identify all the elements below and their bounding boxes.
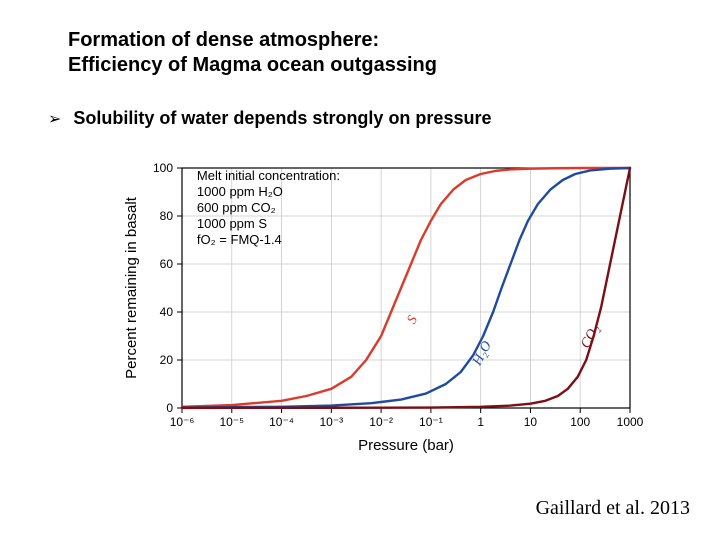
svg-text:100: 100 bbox=[570, 415, 590, 429]
svg-text:100: 100 bbox=[153, 161, 173, 175]
svg-text:10⁻⁴: 10⁻⁴ bbox=[269, 415, 294, 429]
svg-text:1000 ppm H₂O: 1000 ppm H₂O bbox=[197, 184, 283, 199]
svg-text:Melt initial concentration:: Melt initial concentration: bbox=[197, 168, 340, 183]
svg-text:10⁻³: 10⁻³ bbox=[319, 415, 343, 429]
svg-text:0: 0 bbox=[166, 401, 173, 415]
svg-text:fO₂ = FMQ-1.4: fO₂ = FMQ-1.4 bbox=[197, 232, 282, 247]
svg-text:10⁻⁶: 10⁻⁶ bbox=[170, 415, 195, 429]
svg-text:10⁻²: 10⁻² bbox=[369, 415, 393, 429]
bullet-glyph: ➢ bbox=[48, 109, 61, 129]
bullet-item: ➢ Solubility of water depends strongly o… bbox=[48, 108, 491, 129]
slide-title: Formation of dense atmosphere: Efficienc… bbox=[68, 28, 437, 78]
solubility-chart: 10⁻⁶ 10⁻⁵ 10⁻⁴ 10⁻³ 10⁻² 10⁻¹ 1 10 100 1000 0 20 40 6… bbox=[110, 150, 650, 470]
svg-text:Percent remaining in basalt: Percent remaining in basalt bbox=[123, 196, 140, 379]
svg-text:1000: 1000 bbox=[617, 415, 644, 429]
title-line-1: Formation of dense atmosphere: bbox=[68, 28, 437, 53]
svg-text:20: 20 bbox=[160, 353, 174, 367]
svg-text:1000 ppm S: 1000 ppm S bbox=[197, 216, 267, 231]
svg-text:80: 80 bbox=[160, 209, 174, 223]
svg-text:1: 1 bbox=[477, 415, 484, 429]
svg-text:10⁻¹: 10⁻¹ bbox=[419, 415, 443, 429]
citation: Gaillard et al. 2013 bbox=[536, 497, 690, 520]
svg-text:40: 40 bbox=[160, 305, 174, 319]
svg-text:Pressure (bar): Pressure (bar) bbox=[358, 437, 454, 454]
chart-svg: 10⁻⁶ 10⁻⁵ 10⁻⁴ 10⁻³ 10⁻² 10⁻¹ 1 10 100 1000 0 20 40 6… bbox=[110, 150, 650, 470]
svg-text:600 ppm CO₂: 600 ppm CO₂ bbox=[197, 200, 276, 215]
svg-text:60: 60 bbox=[160, 257, 174, 271]
svg-text:10⁻⁵: 10⁻⁵ bbox=[219, 415, 244, 429]
svg-text:10: 10 bbox=[524, 415, 538, 429]
bullet-text: Solubility of water depends strongly on … bbox=[73, 108, 491, 129]
title-line-2: Efficiency of Magma ocean outgassing bbox=[68, 53, 437, 78]
